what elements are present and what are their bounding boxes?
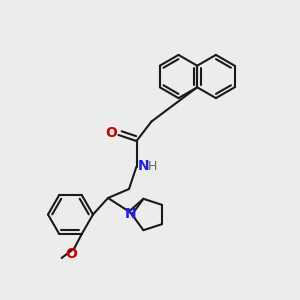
- Text: O: O: [65, 247, 77, 261]
- Text: O: O: [105, 127, 117, 140]
- Text: H: H: [148, 160, 157, 173]
- Text: N: N: [125, 207, 136, 221]
- Text: N: N: [138, 160, 150, 173]
